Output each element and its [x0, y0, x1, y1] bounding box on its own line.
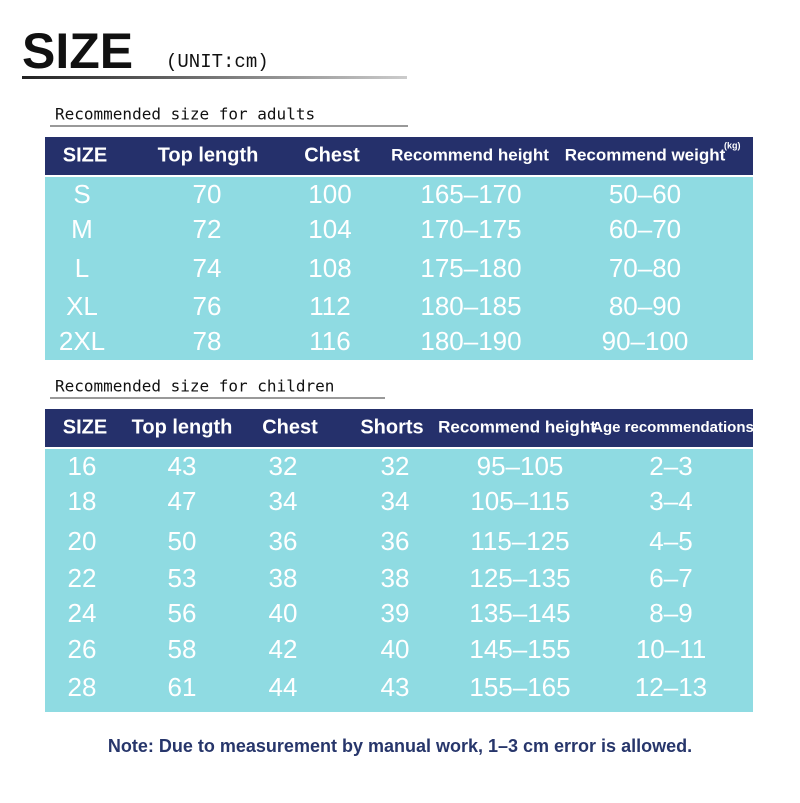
column-header: Recommend weight — [565, 145, 726, 164]
table-cell: 175–180 — [420, 253, 521, 283]
children-body — [45, 449, 753, 712]
table-cell: 58 — [168, 634, 197, 664]
table-cell: 72 — [193, 214, 222, 244]
table-cell: 42 — [269, 634, 298, 664]
table-cell: 24 — [68, 598, 97, 628]
table-cell: 4–5 — [649, 526, 692, 556]
table-cell: 155–165 — [469, 672, 570, 702]
adults-caption: Recommended size for adults — [55, 105, 315, 124]
table-cell: 16 — [68, 451, 97, 481]
table-cell: 34 — [269, 486, 298, 516]
table-cell: 145–155 — [469, 634, 570, 664]
table-cell: 18 — [68, 486, 97, 516]
table-cell: 2XL — [59, 326, 105, 356]
table-cell: 112 — [309, 291, 350, 321]
table-cell: 2–3 — [649, 451, 692, 481]
table-cell: 50–60 — [609, 179, 681, 209]
table-cell: 8–9 — [649, 598, 692, 628]
table-cell: 80–90 — [609, 291, 681, 321]
column-header: Recommend height — [438, 417, 596, 436]
table-cell: M — [71, 214, 93, 244]
table-cell: 100 — [308, 179, 351, 209]
table-cell: 50 — [168, 526, 197, 556]
table-cell: 170–175 — [420, 214, 521, 244]
table-cell: 53 — [168, 563, 197, 593]
table-cell: 104 — [308, 214, 351, 244]
table-cell: 22 — [68, 563, 97, 593]
table-cell: 38 — [269, 563, 298, 593]
table-cell: 3–4 — [649, 486, 692, 516]
column-header: SIZE — [63, 144, 107, 166]
table-cell: 76 — [193, 291, 222, 321]
table-cell: 6–7 — [649, 563, 692, 593]
table-cell: L — [75, 253, 89, 283]
table-cell: 74 — [193, 253, 222, 283]
table-cell: 43 — [168, 451, 197, 481]
table-cell: 56 — [168, 598, 197, 628]
children-header — [45, 409, 753, 447]
table-cell: 180–190 — [420, 326, 521, 356]
table-cell: 20 — [68, 526, 97, 556]
note: Note: Due to measurement by manual work,… — [108, 736, 692, 756]
table-cell: 40 — [269, 598, 298, 628]
unit: (UNIT:cm) — [166, 51, 269, 73]
table-cell: 36 — [381, 526, 410, 556]
table-cell: 61 — [168, 672, 197, 702]
table-cell: 90–100 — [602, 326, 689, 356]
column-header: Top length — [132, 416, 233, 438]
table-cell: 70 — [193, 179, 222, 209]
column-header: Chest — [304, 144, 360, 166]
table-cell: 95–105 — [477, 451, 564, 481]
table-cell: 43 — [381, 672, 410, 702]
table-cell: 28 — [68, 672, 97, 702]
weight-unit: (kg) — [724, 140, 741, 150]
table-cell: 180–185 — [420, 291, 521, 321]
table-cell: 44 — [269, 672, 298, 702]
column-header: SIZE — [63, 416, 107, 438]
table-cell: 116 — [309, 326, 350, 356]
table-cell: 108 — [308, 253, 351, 283]
table-cell: S — [73, 179, 90, 209]
table-cell: 38 — [381, 563, 410, 593]
table-cell: 10–11 — [636, 634, 706, 664]
column-header: Chest — [262, 416, 318, 438]
table-cell: 32 — [381, 451, 410, 481]
table-cell: 78 — [193, 326, 222, 356]
table-cell: 125–135 — [469, 563, 570, 593]
table-cell: 115–125 — [470, 526, 569, 556]
title-underline — [22, 76, 407, 79]
table-cell: 70–80 — [609, 253, 681, 283]
table-cell: 36 — [269, 526, 298, 556]
table-cell: 105–115 — [470, 486, 569, 516]
table-cell: 34 — [381, 486, 410, 516]
table-cell: 40 — [381, 634, 410, 664]
children-caption: Recommended size for children — [55, 377, 334, 396]
adults-header — [45, 137, 753, 175]
column-header: Top length — [158, 144, 259, 166]
table-cell: 32 — [269, 451, 298, 481]
title: SIZE — [22, 23, 133, 79]
column-header: Recommend height — [391, 145, 549, 164]
table-cell: 39 — [381, 598, 410, 628]
table-cell: XL — [66, 291, 98, 321]
adults-body — [45, 177, 753, 360]
column-header: Age recommendations — [592, 419, 754, 436]
table-cell: 165–170 — [420, 179, 521, 209]
table-cell: 26 — [68, 634, 97, 664]
table-cell: 60–70 — [609, 214, 681, 244]
column-header: Shorts — [360, 416, 423, 438]
table-cell: 47 — [168, 486, 197, 516]
table-cell: 12–13 — [635, 672, 707, 702]
table-cell: 135–145 — [469, 598, 570, 628]
